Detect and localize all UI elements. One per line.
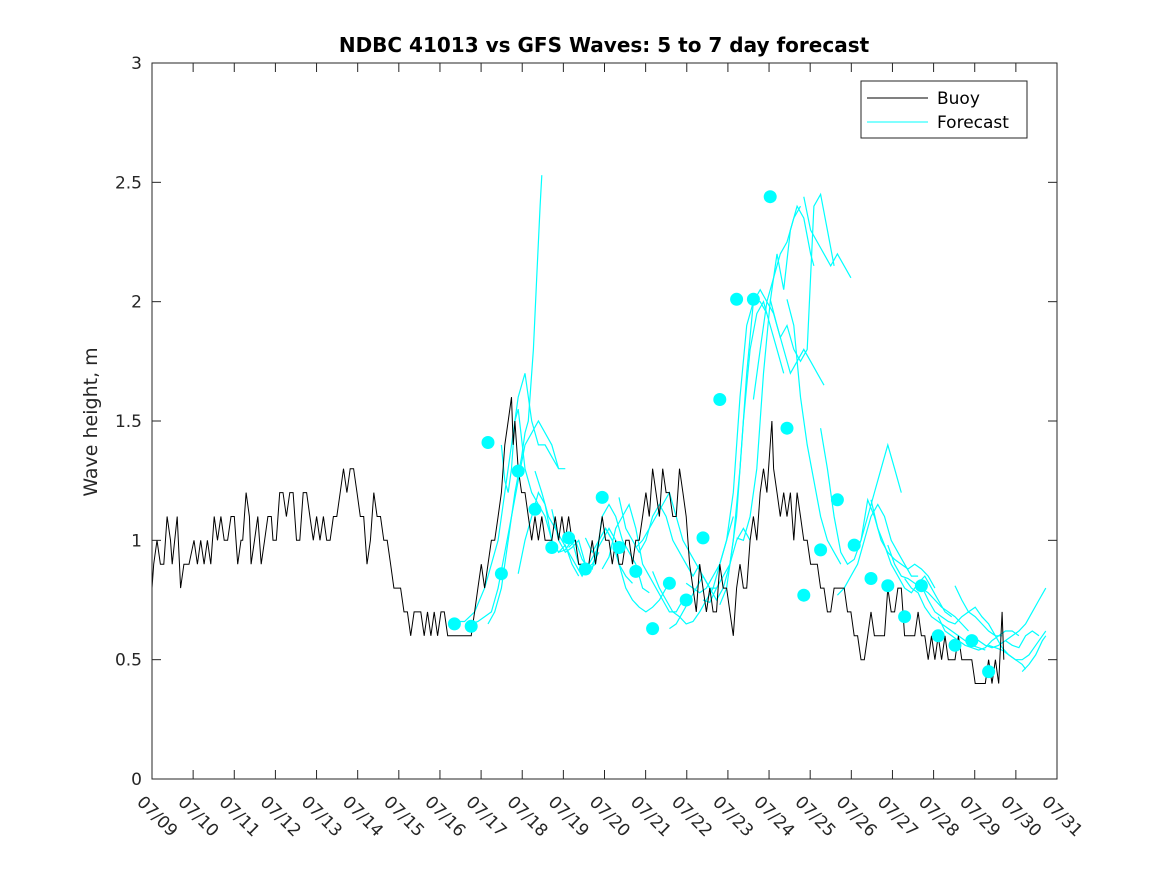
forecast-marker-29 [914, 579, 928, 593]
forecast-marker-22 [797, 588, 811, 602]
forecast-line-22 [803, 196, 852, 279]
forecast-marker-5 [511, 464, 525, 478]
forecast-marker-16 [696, 531, 710, 545]
forecast-marker-21 [780, 421, 794, 435]
y-tick-label-3: 1.5 [115, 412, 142, 432]
forecast-line-29 [920, 585, 1003, 637]
forecast-marker-19 [746, 292, 760, 306]
forecast-marker-4 [494, 567, 508, 581]
forecast-marker-32 [965, 634, 979, 648]
forecast-marker-6 [528, 502, 542, 516]
y-tick-label-1: 0.5 [115, 651, 142, 671]
forecast-marker-13 [646, 622, 660, 636]
plot-area [152, 63, 1057, 779]
chart-title: NDBC 41013 vs GFS Waves: 5 to 7 day fore… [339, 33, 870, 57]
forecast-marker-31 [948, 638, 962, 652]
forecast-line-3 [487, 175, 543, 625]
buoy-line [152, 397, 1005, 684]
forecast-line-8 [568, 503, 650, 594]
forecast-marker-11 [612, 541, 626, 554]
series-layer [152, 175, 1047, 684]
forecast-marker-24 [830, 493, 844, 507]
forecast-line-25 [853, 497, 936, 589]
forecast-marker-2 [464, 619, 478, 633]
forecast-line-10 [601, 502, 684, 613]
forecast-line-33 [988, 630, 1047, 661]
y-tick-label-0: 0 [131, 770, 142, 790]
forecast-marker-25 [847, 538, 861, 552]
forecast-marker-28 [898, 610, 912, 624]
forecast-line-19 [752, 192, 835, 400]
forecast-line-26 [870, 499, 953, 618]
forecast-line-30 [937, 616, 1020, 651]
forecast-marker-27 [881, 579, 895, 593]
forecast-line-2 [470, 419, 560, 625]
forecast-line-17 [719, 205, 802, 606]
forecast-line-27 [887, 544, 969, 632]
forecast-marker-15 [679, 593, 693, 607]
forecast-marker-7 [545, 541, 559, 554]
y-tick-label-4: 2 [131, 293, 142, 313]
forecast-marker-20 [763, 190, 777, 204]
forecast-marker-3 [481, 436, 495, 449]
forecast-line-32 [971, 587, 1047, 649]
y-tick-label-5: 2.5 [115, 173, 142, 193]
plot-background [152, 63, 1057, 779]
legend-buoy-label: Buoy [937, 89, 980, 109]
forecast-line-31 [954, 585, 1027, 670]
forecast-marker-26 [864, 572, 878, 585]
forecast-line-21 [786, 299, 842, 565]
forecast-marker-18 [730, 292, 744, 306]
forecast-marker-14 [662, 576, 676, 590]
forecast-line-18 [736, 204, 815, 542]
forecast-marker-17 [713, 393, 727, 406]
forecast-line-6 [534, 470, 617, 578]
legend-forecast-label: Forecast [937, 113, 1009, 133]
forecast-line-34 [1005, 630, 1040, 649]
forecast-marker-8 [562, 531, 576, 545]
forecast-marker-33 [982, 665, 996, 679]
forecast-marker-30 [931, 629, 945, 643]
forecast-marker-12 [629, 564, 643, 578]
y-tick-label-6: 3 [131, 54, 142, 74]
forecast-line-24 [836, 503, 919, 596]
legend: Buoy Forecast [860, 80, 1028, 139]
legend-box [860, 80, 1028, 139]
forecast-marker-23 [814, 543, 828, 557]
y-axis-label: Wave height, m [80, 347, 102, 496]
forecast-marker-9 [578, 562, 592, 576]
forecast-marker-1 [447, 617, 461, 631]
forecast-line-35 [1021, 635, 1047, 673]
y-tick-label-2: 1 [131, 531, 142, 551]
forecast-marker-10 [595, 490, 609, 504]
forecast-line-11 [618, 497, 701, 578]
